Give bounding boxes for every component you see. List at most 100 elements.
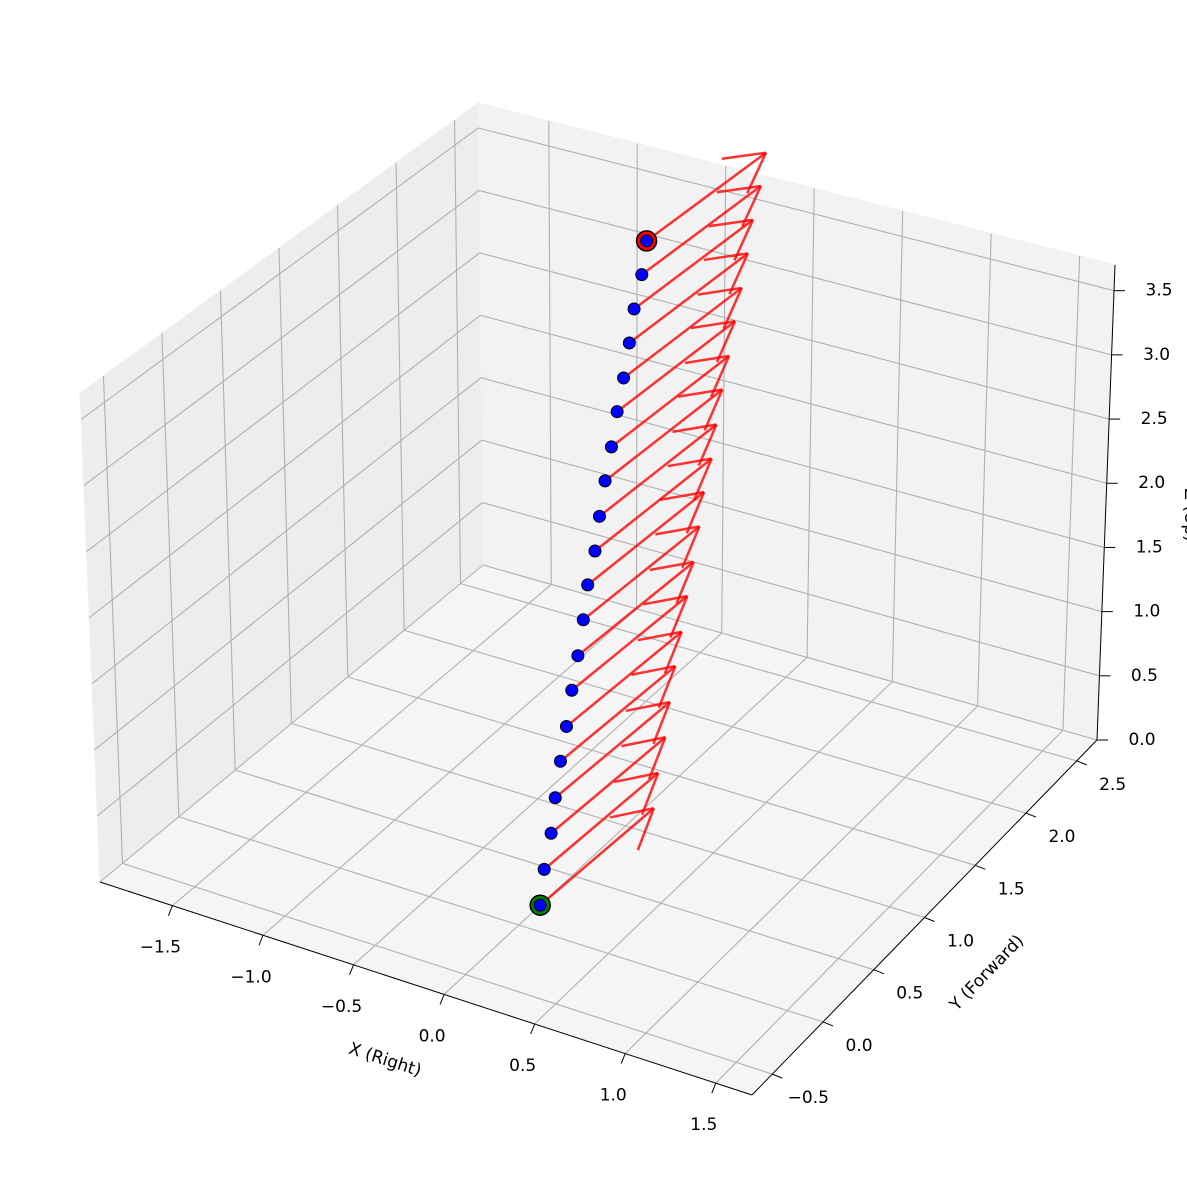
grid-line bbox=[548, 120, 552, 585]
arrow-shaft bbox=[616, 320, 736, 413]
grid-line bbox=[478, 189, 1112, 356]
grid-line bbox=[235, 769, 874, 971]
z-tick-label: 3.0 bbox=[1143, 345, 1170, 365]
x-tick-label: 0.0 bbox=[419, 1026, 446, 1046]
z-axis-label: Z (Up) bbox=[1180, 488, 1187, 542]
arrow-head bbox=[693, 458, 713, 501]
point bbox=[537, 862, 551, 876]
arrow-head bbox=[647, 736, 667, 780]
arrow-shaft bbox=[641, 185, 762, 276]
x-tick-label: −0.5 bbox=[321, 997, 362, 1017]
arrow-shaft bbox=[539, 807, 655, 907]
arrow-head bbox=[697, 423, 718, 466]
grid-line bbox=[88, 314, 481, 619]
grid-line bbox=[219, 290, 236, 771]
arrow-shaft bbox=[594, 457, 713, 552]
arrow-head bbox=[663, 631, 683, 674]
x-tick bbox=[349, 964, 355, 976]
x-tick bbox=[620, 1053, 626, 1064]
grid-line bbox=[94, 439, 482, 751]
arrow-shaft bbox=[577, 561, 695, 657]
arrow-shaft bbox=[559, 665, 677, 763]
grid-line bbox=[80, 127, 479, 420]
arrow-shaft bbox=[645, 151, 767, 242]
point bbox=[548, 791, 562, 805]
arrow bbox=[645, 151, 768, 242]
arrow-head bbox=[728, 252, 749, 295]
grid-line bbox=[99, 564, 484, 883]
arrow-head bbox=[609, 807, 655, 819]
arrow-head bbox=[655, 525, 700, 536]
arrow-head bbox=[703, 252, 749, 262]
x-tick-label: 1.5 bbox=[690, 1115, 717, 1135]
point bbox=[622, 336, 636, 350]
z-axis-line bbox=[1096, 264, 1116, 741]
arrow-head bbox=[721, 151, 767, 160]
x-tick bbox=[439, 994, 445, 1005]
x-axis-line bbox=[99, 881, 753, 1096]
point bbox=[598, 474, 612, 488]
arrow bbox=[539, 807, 655, 907]
grid-line bbox=[481, 439, 1103, 613]
arrow-head bbox=[672, 423, 717, 434]
point bbox=[559, 719, 573, 733]
x-tick-label: 0.5 bbox=[509, 1056, 536, 1076]
x-tick-label: −1.0 bbox=[230, 967, 271, 987]
grid-line bbox=[102, 375, 124, 864]
arrow-shaft bbox=[582, 525, 701, 621]
arrow-head bbox=[685, 491, 706, 534]
y-tick bbox=[822, 1021, 834, 1027]
grid-line bbox=[347, 676, 976, 866]
point bbox=[610, 405, 624, 419]
point bbox=[565, 683, 579, 697]
arrow bbox=[565, 630, 683, 728]
arrow-head bbox=[709, 355, 731, 398]
point bbox=[640, 234, 654, 248]
z-tick-label: 3.5 bbox=[1146, 281, 1173, 301]
grid-line bbox=[86, 252, 480, 553]
arrow bbox=[622, 286, 743, 379]
arrow-head bbox=[675, 561, 695, 604]
y-tick-label: 0.0 bbox=[846, 1036, 873, 1056]
arrow-shaft bbox=[586, 491, 705, 586]
arrow-shaft bbox=[543, 771, 659, 871]
arrow-head bbox=[667, 457, 712, 468]
arrow bbox=[598, 423, 718, 518]
grid-line bbox=[480, 314, 1107, 484]
arrow-head bbox=[697, 286, 742, 296]
arrow-head bbox=[703, 388, 724, 431]
grid-line bbox=[635, 143, 638, 609]
x-tick bbox=[167, 905, 173, 916]
point bbox=[553, 754, 567, 768]
grid-line bbox=[336, 205, 349, 677]
grid-line bbox=[96, 502, 483, 817]
arrow-head bbox=[652, 701, 671, 745]
arrow-head bbox=[716, 184, 762, 194]
grid-line bbox=[395, 162, 405, 631]
x-tick-label: 1.0 bbox=[600, 1086, 627, 1106]
grid-line bbox=[806, 188, 815, 658]
point bbox=[635, 268, 649, 282]
arrow-head bbox=[715, 320, 737, 363]
arrow-shaft bbox=[633, 218, 754, 310]
arrow bbox=[610, 354, 731, 448]
grid-line bbox=[291, 722, 925, 919]
x-tick-label: −1.5 bbox=[140, 938, 181, 958]
point bbox=[576, 613, 590, 627]
y-tick-label: −0.5 bbox=[788, 1088, 829, 1108]
arrow-shaft bbox=[622, 286, 743, 379]
arrow bbox=[577, 560, 695, 657]
arrow-shaft bbox=[571, 595, 689, 692]
grid-line bbox=[83, 189, 480, 486]
z-tick-label: 2.5 bbox=[1141, 409, 1168, 429]
y-tick bbox=[924, 917, 935, 922]
arrow-shaft bbox=[565, 630, 683, 728]
arrow-shaft bbox=[604, 388, 724, 482]
grid-line bbox=[482, 502, 1100, 677]
point bbox=[617, 371, 631, 385]
arrow-head bbox=[681, 526, 701, 569]
y-tick bbox=[1025, 812, 1037, 818]
grid-line bbox=[122, 862, 773, 1075]
